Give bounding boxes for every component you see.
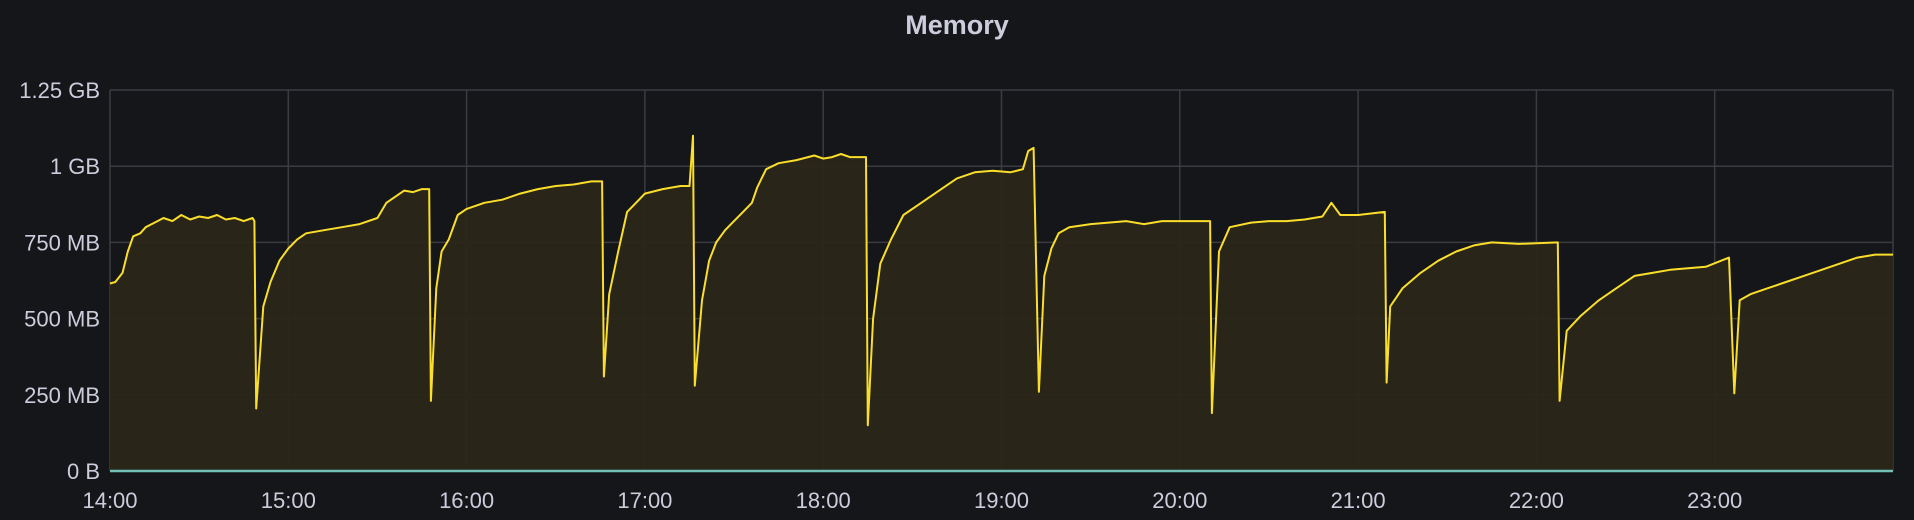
- x-tick-label: 22:00: [1509, 488, 1564, 513]
- y-tick-label: 1 GB: [50, 154, 100, 179]
- y-axis: 0 B 250 MB 500 MB 750 MB 1 GB 1.25 GB: [19, 78, 100, 484]
- area-layer: [109, 134, 1893, 473]
- x-tick-label: 14:00: [82, 488, 137, 513]
- y-tick-label: 0 B: [67, 459, 100, 484]
- x-tick-label: 15:00: [261, 488, 316, 513]
- y-tick-label: 750 MB: [24, 230, 100, 255]
- y-tick-label: 1.25 GB: [19, 78, 100, 103]
- x-axis: 14:00 15:00 16:00 17:00 18:00 19:00 20:00 21:00…: [82, 488, 1742, 513]
- x-tick-label: 23:00: [1687, 488, 1742, 513]
- y-tick-label: 250 MB: [24, 383, 100, 408]
- x-tick-label: 17:00: [617, 488, 672, 513]
- panel-title: Memory: [905, 10, 1009, 40]
- x-tick-label: 16:00: [439, 488, 494, 513]
- x-tick-label: 20:00: [1152, 488, 1207, 513]
- y-tick-label: 500 MB: [24, 307, 100, 332]
- memory-series-area: [110, 135, 1893, 471]
- x-tick-label: 19:00: [974, 488, 1029, 513]
- memory-series-line[interactable]: [109, 134, 1893, 427]
- x-tick-label: 21:00: [1331, 488, 1386, 513]
- x-tick-label: 18:00: [796, 488, 851, 513]
